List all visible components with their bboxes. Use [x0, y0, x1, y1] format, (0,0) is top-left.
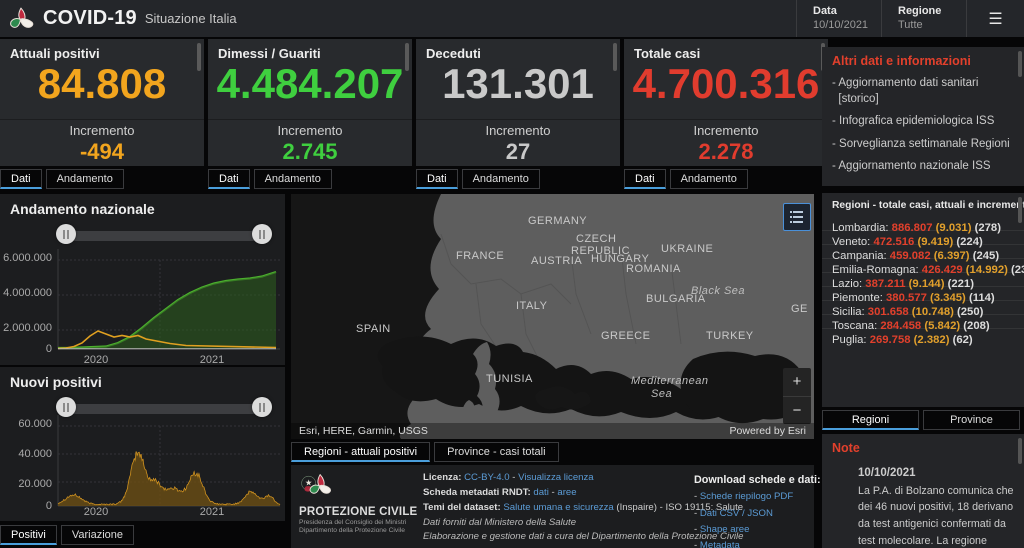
- svg-text:UKRAINE: UKRAINE: [661, 243, 713, 255]
- svg-text:2021: 2021: [200, 506, 224, 515]
- svg-text:Mediterranean: Mediterranean: [631, 375, 708, 387]
- svg-text:60.000: 60.000: [18, 418, 52, 430]
- svg-text:2020: 2020: [84, 354, 108, 366]
- svg-text:TURKEY: TURKEY: [706, 330, 754, 342]
- svg-text:FRANCE: FRANCE: [456, 250, 504, 262]
- svg-text:ITALY: ITALY: [516, 300, 548, 312]
- svg-text:2021: 2021: [200, 354, 224, 366]
- svg-text:20.000: 20.000: [18, 478, 52, 490]
- svg-text:2020: 2020: [84, 506, 108, 515]
- svg-text:4.000.000: 4.000.000: [3, 287, 52, 299]
- svg-text:Black Sea: Black Sea: [691, 285, 745, 297]
- svg-text:★: ★: [305, 479, 312, 487]
- svg-text:GE: GE: [791, 303, 808, 315]
- svg-text:2.000.000: 2.000.000: [3, 322, 52, 334]
- svg-text:TUNISIA: TUNISIA: [486, 373, 533, 385]
- svg-text:6.000.000: 6.000.000: [3, 252, 52, 264]
- svg-text:CZECH: CZECH: [576, 233, 616, 245]
- svg-text:40.000: 40.000: [18, 448, 52, 460]
- svg-text:GERMANY: GERMANY: [528, 215, 587, 227]
- svg-text:ROMANIA: ROMANIA: [626, 263, 681, 275]
- svg-text:0: 0: [46, 343, 52, 355]
- svg-text:AUSTRIA: AUSTRIA: [531, 255, 582, 267]
- svg-text:SPAIN: SPAIN: [356, 323, 391, 335]
- svg-text:0: 0: [46, 500, 52, 512]
- svg-text:GREECE: GREECE: [601, 330, 650, 342]
- svg-text:Sea: Sea: [651, 388, 672, 400]
